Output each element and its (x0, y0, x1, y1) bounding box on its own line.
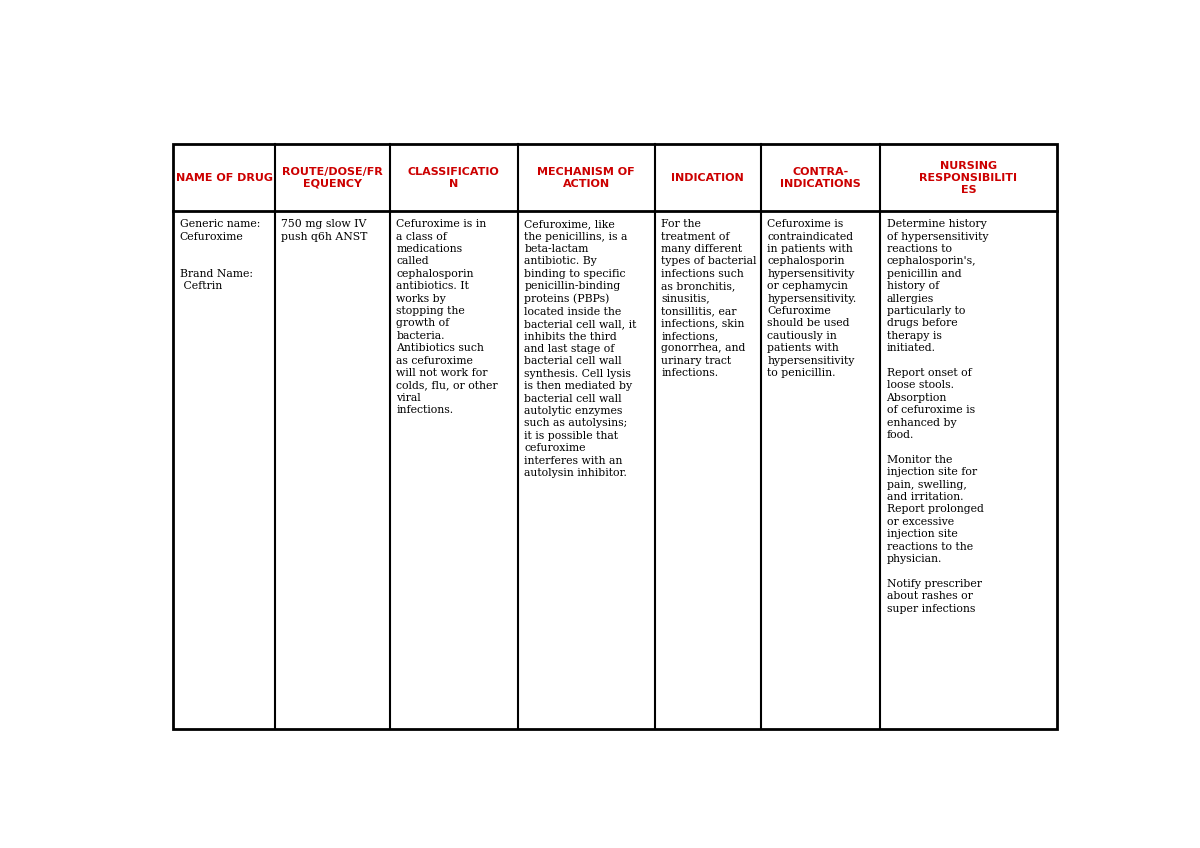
Text: 750 mg slow IV
push q6h ANST: 750 mg slow IV push q6h ANST (281, 220, 367, 242)
Text: NURSING
RESPONSIBILITI
ES: NURSING RESPONSIBILITI ES (919, 161, 1018, 195)
Text: Cefuroxime is in
a class of
medications
called
cephalosporin
antibiotics. It
wor: Cefuroxime is in a class of medications … (396, 220, 498, 416)
Text: MECHANISM OF
ACTION: MECHANISM OF ACTION (538, 167, 635, 189)
Text: INDICATION: INDICATION (671, 173, 744, 183)
Text: Determine history
of hypersensitivity
reactions to
cephalosporin's,
penicillin a: Determine history of hypersensitivity re… (887, 220, 988, 614)
Text: CONTRA-
INDICATIONS: CONTRA- INDICATIONS (780, 167, 860, 189)
Text: Cefuroxime is
contraindicated
in patients with
cephalosporin
hypersensitivity
or: Cefuroxime is contraindicated in patient… (767, 220, 857, 378)
Text: ROUTE/DOSE/FR
EQUENCY: ROUTE/DOSE/FR EQUENCY (282, 167, 383, 189)
Text: Generic name:
Cefuroxime


Brand Name:
 Ceftrin: Generic name: Cefuroxime Brand Name: Cef… (180, 220, 260, 291)
Text: CLASSIFICATIO
N: CLASSIFICATIO N (408, 167, 499, 189)
Bar (173, 144, 1057, 728)
Bar (173, 144, 1057, 728)
Text: For the
treatment of
many different
types of bacterial
infections such
as bronch: For the treatment of many different type… (661, 220, 757, 378)
Text: NAME OF DRUG: NAME OF DRUG (175, 173, 272, 183)
Text: Cefuroxime, like
the penicillins, is a
beta-lactam
antibiotic. By
binding to spe: Cefuroxime, like the penicillins, is a b… (524, 220, 637, 478)
